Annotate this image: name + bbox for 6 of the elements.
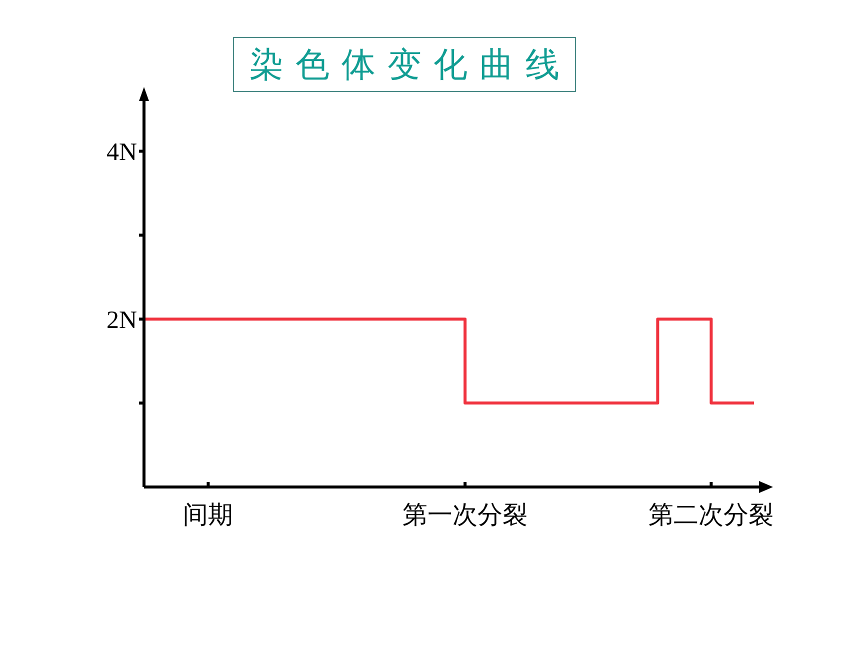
x-tick-label: 第二次分裂 [648, 502, 774, 529]
chart-title: 染色体变化曲线 [233, 37, 576, 92]
y-tick-label: 2N [106, 306, 137, 334]
y-tick-label: 4N [106, 139, 137, 166]
x-tick-label: 间期 [183, 502, 234, 529]
x-tick-label: 第一次分裂 [402, 502, 528, 529]
